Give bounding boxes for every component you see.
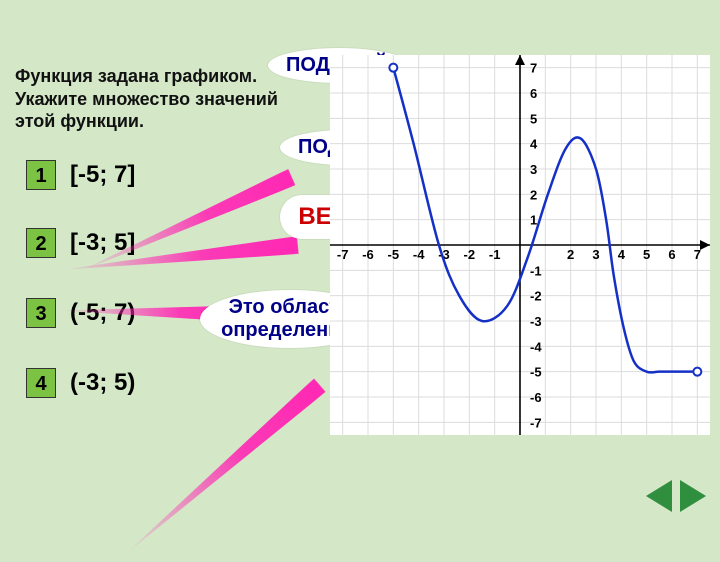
svg-text:-5: -5 <box>530 365 542 380</box>
prev-button[interactable] <box>646 480 672 512</box>
option-1[interactable]: 1 [-5; 7] <box>26 160 135 190</box>
option-3-num: 3 <box>26 298 56 328</box>
svg-text:-4: -4 <box>530 339 542 354</box>
svg-text:7: 7 <box>694 247 701 262</box>
svg-text:3: 3 <box>530 162 537 177</box>
svg-text:2: 2 <box>530 187 537 202</box>
svg-text:-7: -7 <box>530 415 542 430</box>
svg-text:-1: -1 <box>530 263 542 278</box>
svg-text:-3: -3 <box>530 314 542 329</box>
next-button[interactable] <box>680 480 706 512</box>
svg-text:7: 7 <box>530 61 537 76</box>
option-4[interactable]: 4 (-3; 5) <box>26 368 135 398</box>
svg-text:2: 2 <box>567 247 574 262</box>
svg-text:-5: -5 <box>388 247 400 262</box>
svg-text:4: 4 <box>618 247 626 262</box>
svg-text:-2: -2 <box>530 289 542 304</box>
svg-text:-6: -6 <box>530 390 542 405</box>
option-1-num: 1 <box>26 160 56 190</box>
nav-buttons <box>646 480 706 512</box>
ray-4 <box>118 378 326 562</box>
svg-text:3: 3 <box>592 247 599 262</box>
svg-text:-6: -6 <box>362 247 374 262</box>
svg-text:-2: -2 <box>464 247 476 262</box>
option-1-label: [-5; 7] <box>70 161 135 189</box>
svg-text:-1: -1 <box>489 247 501 262</box>
svg-text:-4: -4 <box>413 247 425 262</box>
svg-text:5: 5 <box>530 111 537 126</box>
svg-text:1: 1 <box>530 213 537 228</box>
svg-text:6: 6 <box>668 247 675 262</box>
question-text: Функция задана графиком. Укажите множест… <box>15 65 305 133</box>
option-4-label: (-3; 5) <box>70 369 135 397</box>
svg-text:5: 5 <box>643 247 650 262</box>
svg-text:6: 6 <box>530 86 537 101</box>
option-4-num: 4 <box>26 368 56 398</box>
option-2-num: 2 <box>26 228 56 258</box>
function-chart: -7-6-5-4-3-2-1234567-7-6-5-4-3-2-1123456… <box>330 55 710 435</box>
svg-text:4: 4 <box>530 137 538 152</box>
svg-text:-7: -7 <box>337 247 349 262</box>
